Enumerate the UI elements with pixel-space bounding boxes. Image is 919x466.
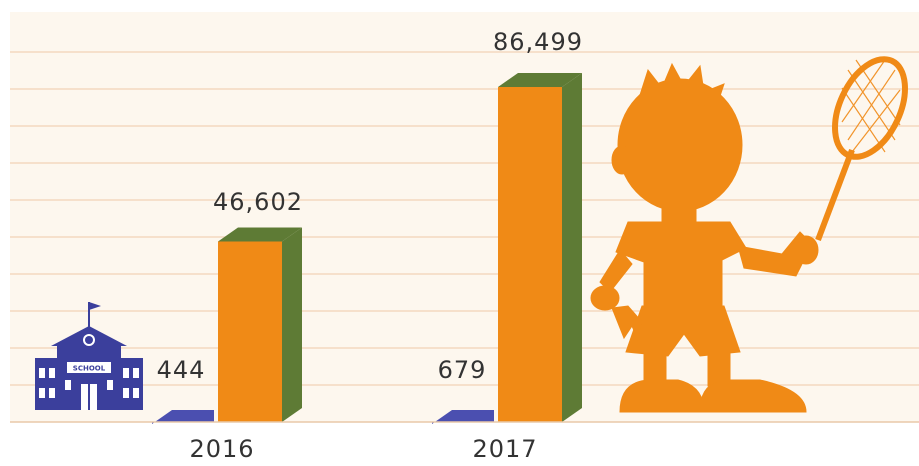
x-tick-label-2017: 2017 — [472, 435, 537, 463]
bars-layer — [152, 73, 582, 424]
bar-large-side-2017 — [562, 73, 582, 422]
school-sign: SCHOOL — [73, 365, 106, 373]
bar-small-2016 — [152, 410, 214, 424]
bar-large-side-2016 — [282, 227, 302, 422]
plot-background — [10, 12, 919, 422]
data-label-2017-small: 679 — [438, 356, 487, 384]
data-label-2017-large: 86,499 — [493, 28, 583, 56]
bar-large-2017 — [498, 87, 562, 422]
data-label-2016-small: 444 — [157, 356, 206, 384]
bar-large-top-2017 — [498, 73, 582, 87]
bar-large-2016 — [218, 241, 282, 422]
kid-with-badminton-racket-icon — [590, 56, 908, 413]
x-tick-label-2016: 2016 — [189, 435, 254, 463]
school-building-icon: SCHOOL — [35, 302, 143, 410]
bar-large-top-2016 — [218, 227, 302, 242]
bar-small-2017 — [432, 410, 494, 424]
data-label-2016-large: 46,602 — [213, 188, 303, 216]
